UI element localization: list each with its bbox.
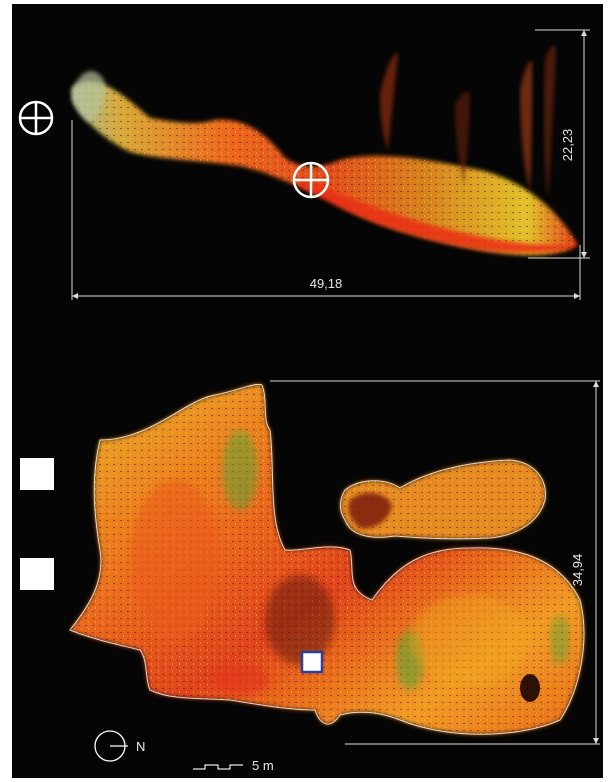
profile-dimensions: [71, 29, 590, 300]
plan-upper-chamber-outline: [340, 459, 546, 540]
plan-patch: [410, 595, 530, 685]
north-arrow-icon: [94, 730, 128, 762]
marker-square: [20, 558, 54, 590]
scale-label: 5 m: [252, 758, 274, 773]
crosshair-icon: [292, 161, 330, 199]
profile-plume: [520, 60, 533, 190]
plan-green-patch: [550, 615, 570, 665]
north-label: N: [136, 739, 145, 754]
marker-square: [20, 458, 54, 490]
plan-dark-patch: [348, 492, 392, 529]
profile-floor-band: [300, 176, 578, 253]
plan-void: [520, 674, 540, 702]
plan-dimensions: [270, 380, 600, 745]
profile-plume: [455, 91, 470, 185]
arrow-down: [593, 738, 599, 744]
plan-patch: [210, 665, 270, 695]
plan-dark-patch: [265, 575, 335, 665]
profile-entrance-fade: [72, 71, 106, 122]
plan-view: 34,94 N 5 m: [20, 380, 600, 773]
arrow-left: [72, 293, 78, 299]
profile-plume: [544, 45, 556, 200]
length-dimension-label: 49,18: [310, 276, 343, 291]
arrow-up: [581, 30, 587, 36]
arrow-up: [593, 381, 599, 387]
crosshair-icon: [18, 100, 54, 136]
profile-view: 49,18 22,23: [18, 29, 590, 300]
arrow-down: [581, 252, 587, 258]
scale-bar: [193, 764, 243, 770]
plan-upper-chamber-texture: [340, 460, 546, 539]
height-dimension-label: 22,23: [560, 129, 575, 162]
plan-patch: [130, 480, 220, 640]
arrow-right: [574, 293, 580, 299]
location-marker-square: [300, 650, 324, 674]
profile-plume: [380, 52, 398, 150]
plan-height-dimension-label: 34,94: [570, 554, 585, 587]
plan-outline: [69, 383, 585, 735]
scale-bar-line: [193, 764, 243, 770]
plan-green-patch: [222, 430, 258, 510]
